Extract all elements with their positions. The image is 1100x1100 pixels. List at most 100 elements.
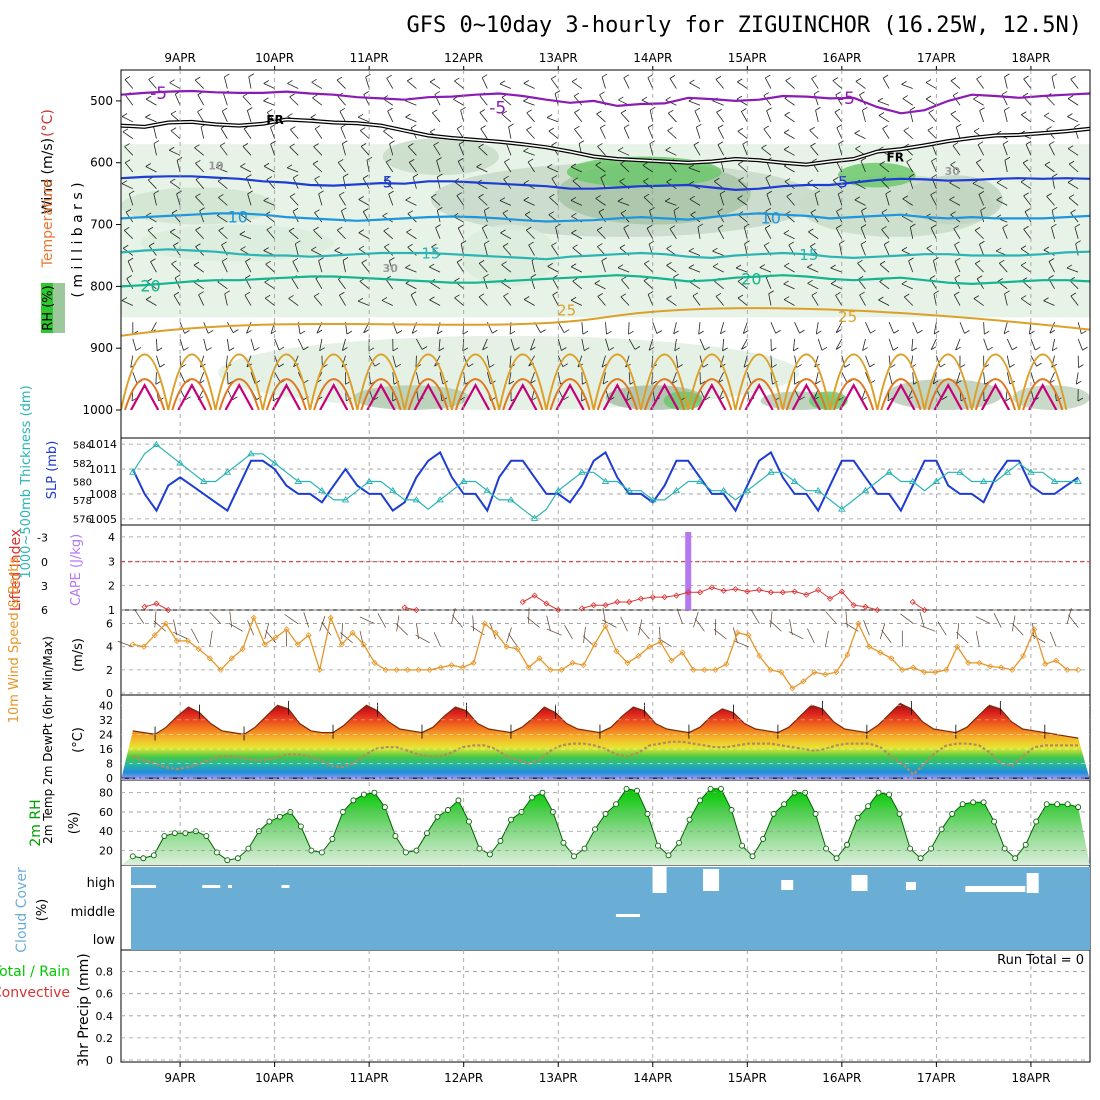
rh-point: [781, 801, 788, 808]
wind-barb-flag: [218, 194, 224, 198]
wind-barb-flag: [264, 294, 271, 299]
wind-barb: [623, 127, 630, 139]
wind-barb-flag: [428, 263, 435, 268]
wind-barb: [862, 110, 866, 123]
thickness-point: [341, 496, 350, 503]
wind-barb: [1067, 98, 1079, 106]
wind-barb: [357, 300, 370, 306]
wind10m-point: [393, 666, 400, 673]
rh-point: [833, 855, 840, 862]
wind-barb-flag: [909, 106, 916, 111]
wind-barb-flag: [692, 292, 699, 297]
wind-barb: [1004, 160, 1008, 173]
wind-barb-flag: [509, 330, 516, 335]
wind-barb-flag: [124, 159, 131, 164]
wind10m-point: [470, 659, 477, 666]
wind-barb-flag: [406, 228, 412, 233]
wind10m-point: [932, 669, 939, 676]
wind-barb-flag: [314, 125, 321, 130]
wind-barb-flag: [717, 208, 723, 213]
wind-barb: [311, 81, 323, 89]
wind-barb: [830, 283, 843, 290]
wind-barb: [643, 280, 654, 290]
wind-barb: [392, 372, 395, 385]
wind-barb: [572, 180, 583, 189]
precip-tick-label: 0.8: [96, 966, 114, 979]
li-point: [637, 595, 645, 602]
cloud-cover-bar: [227, 885, 232, 888]
wind-barb-flag: [431, 243, 437, 248]
wind10m-point: [272, 634, 279, 641]
wind10m-point: [767, 666, 774, 673]
wind10m-barb: [1031, 634, 1046, 644]
wind-barb-flag: [468, 363, 474, 368]
run-total-label: Run Total = 0: [997, 953, 1084, 968]
wind-barb-flag: [832, 77, 839, 81]
wind10m-barb: [770, 611, 773, 628]
wind-barb-flag: [287, 80, 293, 84]
wind-barb: [950, 113, 961, 123]
wind-barb-flag: [885, 190, 892, 195]
wind-barb-flag: [621, 276, 627, 281]
cloud-cover-bar: [781, 880, 794, 890]
wind-barb: [501, 264, 512, 273]
wind-barb: [763, 95, 772, 106]
wind-barb-flag: [311, 246, 317, 251]
thickness-point: [1074, 477, 1082, 484]
wind-barb: [1067, 116, 1079, 123]
wind-barb-flag: [405, 113, 411, 118]
wind-barb-flag: [504, 158, 510, 163]
wind-barb-flag: [742, 140, 748, 145]
wind-barb: [225, 355, 228, 368]
wind-barb-flag: [667, 109, 674, 114]
rh-point: [476, 845, 483, 852]
wind-barb: [925, 82, 937, 89]
wind-barb: [570, 199, 583, 206]
wind-barb-flag: [761, 144, 767, 149]
wind-barb: [366, 160, 370, 173]
wind-barb: [1048, 261, 1055, 273]
wind-barb: [996, 199, 1008, 206]
li-tick-label: 0: [41, 556, 48, 569]
wind-barb: [456, 195, 465, 206]
wind-barb-flag: [647, 74, 654, 78]
wind-barb: [406, 80, 417, 89]
wind-barb-flag: [811, 291, 818, 296]
thickness-point: [199, 477, 208, 484]
wind-barb-flag: [574, 109, 580, 113]
wind-barb-flag: [643, 193, 650, 198]
wind-barb-flag: [1076, 380, 1082, 385]
wind10m-barb: [993, 613, 1002, 628]
wind-barb: [949, 182, 961, 190]
wind-barb: [902, 98, 913, 106]
wind-barb: [127, 260, 134, 273]
wind-barb: [169, 181, 181, 190]
wind-barb: [147, 179, 157, 189]
wind-barb: [649, 110, 654, 123]
wind-barb: [835, 295, 843, 306]
wind-barb-flag: [597, 143, 603, 147]
wind-barb-flag: [862, 347, 868, 351]
wind-barb: [952, 145, 961, 156]
wind10m-barb: [117, 640, 133, 648]
wind-barb-flag: [799, 329, 805, 334]
wind10m-point: [1053, 657, 1060, 664]
wind-barb: [270, 127, 275, 139]
wind-barb-flag: [122, 128, 129, 133]
wind-barb-flag: [183, 347, 189, 351]
wind-barb-flag: [195, 193, 201, 198]
wind-barb-flag: [1067, 145, 1074, 150]
wind-barb-flag: [741, 346, 747, 350]
wind10m-barb: [975, 630, 980, 647]
wind-barb: [358, 232, 370, 240]
wind-barb-flag: [741, 108, 747, 112]
wind-barb: [482, 338, 488, 351]
wind-barb: [979, 110, 985, 123]
wind-barb: [179, 372, 186, 384]
wind-barb-flag: [690, 211, 696, 216]
rh-tick-label: 80: [99, 787, 113, 800]
wind-barb-flag: [360, 143, 367, 147]
rh-point: [749, 853, 756, 860]
wind-barb-flag: [1004, 73, 1010, 78]
wind-barb: [836, 127, 843, 139]
